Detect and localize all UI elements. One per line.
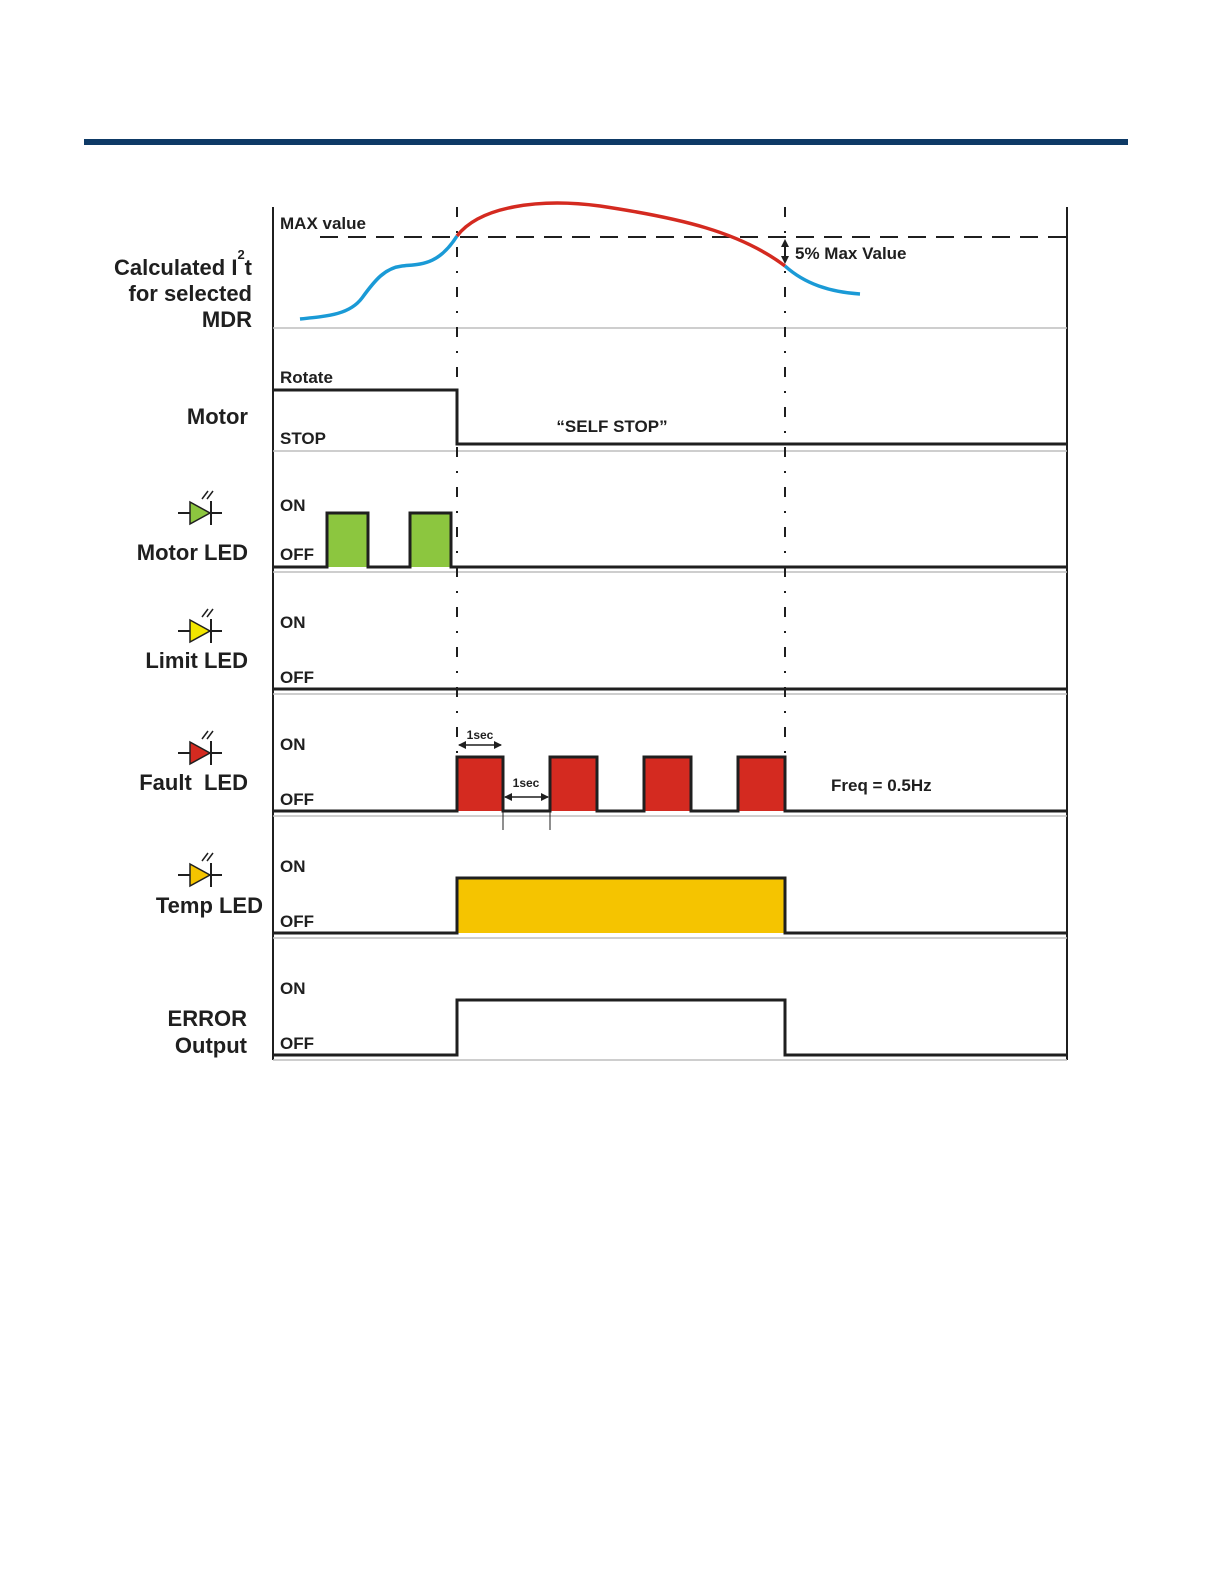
fault-led-pulse [738, 757, 785, 811]
motor-led-trace [273, 511, 1067, 569]
motor-led-pulse [410, 513, 451, 567]
fault-led-low-label: OFF [280, 790, 314, 809]
motor-trace [273, 388, 1067, 446]
led-diode-icon [178, 730, 222, 766]
temp-led-trace [273, 876, 1067, 935]
motor-high-label: Rotate [280, 368, 333, 387]
error-output-low-label: OFF [280, 1034, 314, 1053]
dimension-arrow-head [494, 741, 502, 749]
row-temp-led: ON OFF Temp LED [156, 852, 1067, 935]
row-label-temp-led: Temp LED [156, 893, 263, 918]
motor-led-pulse [327, 513, 368, 567]
dimension-arrow-head [504, 793, 512, 801]
row-i2t: MAX value 5% Max Value Calculated I2t fo… [114, 201, 1067, 332]
i2t-curve-falling [783, 264, 861, 296]
fault-led-pulse [550, 757, 597, 811]
row-label-i2t-line2: for selected [129, 281, 253, 306]
row-label-error-output: ERROR [168, 1006, 248, 1031]
dimension-arrow-head [541, 793, 549, 801]
i2t-curve-over-limit [455, 201, 787, 268]
margin-label: 5% Max Value [795, 244, 907, 263]
row-motor: Rotate STOP “SELF STOP” Motor [187, 368, 1067, 448]
i2t-curve-rising [299, 235, 459, 321]
row-limit-led: ON OFF Limit LED [145, 608, 1067, 691]
event-markers [456, 207, 786, 760]
motor-low-label: STOP [280, 429, 326, 448]
row-label-fault-led: Fault LED [139, 770, 248, 795]
row-dividers [273, 327, 1067, 1061]
fault-led-pulse [644, 757, 691, 811]
margin-arrow-head-down [781, 256, 789, 264]
pulse-width-label: 1sec [467, 728, 494, 742]
row-label-motor: Motor [187, 404, 249, 429]
row-label-i2t: Calculated I2t [114, 247, 253, 280]
temp-led-pulse [457, 878, 785, 933]
frequency-label: Freq = 0.5Hz [831, 776, 932, 795]
row-label-error-output-line2: Output [175, 1033, 248, 1058]
limit-led-low-label: OFF [280, 668, 314, 687]
led-diode-icon [178, 608, 222, 644]
temp-led-high-label: ON [280, 857, 306, 876]
motor-led-low-label: OFF [280, 545, 314, 564]
error-output-high-label: ON [280, 979, 306, 998]
row-fault-led: 1sec 1sec Freq = 0.5Hz ON OFF Fault LED [139, 728, 1067, 830]
fault-led-trace [273, 755, 1067, 813]
row-label-limit-led: Limit LED [145, 648, 248, 673]
led-diode-icon [178, 852, 222, 888]
led-diode-icon [178, 490, 222, 526]
row-label-i2t-line3: MDR [202, 307, 252, 332]
max-value-label: MAX value [280, 214, 366, 233]
fault-led-high-label: ON [280, 735, 306, 754]
fault-led-pulse [457, 757, 503, 811]
dimension-arrow-head [458, 741, 466, 749]
row-label-motor-led: Motor LED [137, 540, 248, 565]
self-stop-label: “SELF STOP” [556, 417, 667, 436]
row-error-output: ON OFF ERROR Output [168, 979, 1067, 1058]
row-motor-led: ON OFF Motor LED [137, 490, 1067, 569]
margin-arrow-head-up [781, 239, 789, 247]
temp-led-low-label: OFF [280, 912, 314, 931]
error-output-trace [273, 998, 1067, 1057]
pulse-gap-label: 1sec [513, 776, 540, 790]
motor-led-high-label: ON [280, 496, 306, 515]
limit-led-high-label: ON [280, 613, 306, 632]
diagram-frame [272, 207, 1068, 1060]
header-bar [84, 139, 1128, 145]
